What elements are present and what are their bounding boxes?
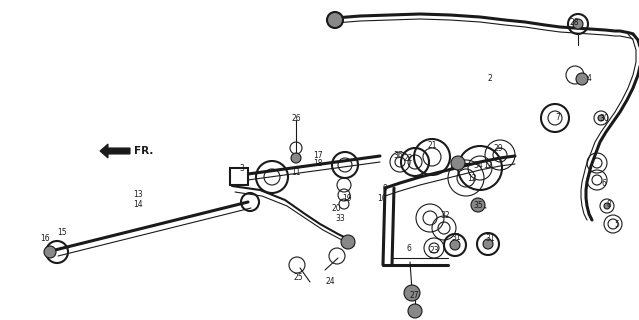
Circle shape bbox=[404, 285, 420, 301]
Text: 12: 12 bbox=[467, 173, 477, 182]
Circle shape bbox=[450, 240, 460, 250]
Polygon shape bbox=[230, 168, 248, 185]
Text: 25: 25 bbox=[293, 274, 303, 283]
Text: 15: 15 bbox=[57, 228, 67, 236]
Text: 22: 22 bbox=[403, 154, 413, 163]
Text: 32: 32 bbox=[440, 211, 450, 220]
Text: 18: 18 bbox=[313, 158, 323, 167]
Text: 34: 34 bbox=[473, 161, 483, 170]
Text: 26: 26 bbox=[291, 114, 301, 123]
Text: 31: 31 bbox=[451, 233, 461, 242]
Text: 8: 8 bbox=[606, 199, 612, 209]
Text: 33: 33 bbox=[335, 213, 345, 222]
Text: 35: 35 bbox=[473, 201, 483, 210]
Text: 21: 21 bbox=[427, 140, 436, 149]
Circle shape bbox=[576, 73, 588, 85]
Text: 31: 31 bbox=[485, 234, 495, 243]
Text: 30: 30 bbox=[599, 114, 609, 123]
Text: 11: 11 bbox=[291, 167, 301, 177]
Circle shape bbox=[327, 12, 343, 28]
Text: 13: 13 bbox=[133, 189, 142, 198]
Circle shape bbox=[604, 203, 610, 209]
Text: 28: 28 bbox=[569, 18, 579, 27]
Circle shape bbox=[44, 246, 56, 258]
Text: 5: 5 bbox=[615, 220, 619, 228]
Text: 4: 4 bbox=[587, 74, 592, 83]
Text: 36: 36 bbox=[393, 150, 403, 159]
Text: FR.: FR. bbox=[134, 146, 153, 156]
Text: 27: 27 bbox=[409, 291, 419, 300]
Polygon shape bbox=[100, 144, 130, 158]
Text: 24: 24 bbox=[325, 277, 335, 286]
Text: 3: 3 bbox=[240, 164, 245, 172]
Text: 20: 20 bbox=[331, 204, 341, 212]
Text: 17: 17 bbox=[313, 150, 323, 159]
Text: 29: 29 bbox=[493, 143, 503, 153]
Text: 6: 6 bbox=[601, 179, 606, 188]
Text: 12: 12 bbox=[483, 161, 493, 170]
Circle shape bbox=[341, 235, 355, 249]
Text: 6: 6 bbox=[406, 244, 412, 252]
Circle shape bbox=[483, 239, 493, 249]
Text: 7: 7 bbox=[555, 113, 560, 122]
Circle shape bbox=[408, 304, 422, 318]
Text: 14: 14 bbox=[133, 199, 142, 209]
Text: 9: 9 bbox=[383, 183, 387, 193]
Circle shape bbox=[451, 156, 465, 170]
Circle shape bbox=[291, 153, 301, 163]
Circle shape bbox=[598, 115, 604, 121]
Circle shape bbox=[573, 19, 583, 29]
Circle shape bbox=[471, 198, 485, 212]
Text: 19: 19 bbox=[343, 194, 352, 203]
Text: 10: 10 bbox=[377, 194, 387, 203]
Text: 16: 16 bbox=[40, 234, 50, 243]
Text: 2: 2 bbox=[488, 74, 493, 83]
Text: 23: 23 bbox=[429, 245, 439, 254]
